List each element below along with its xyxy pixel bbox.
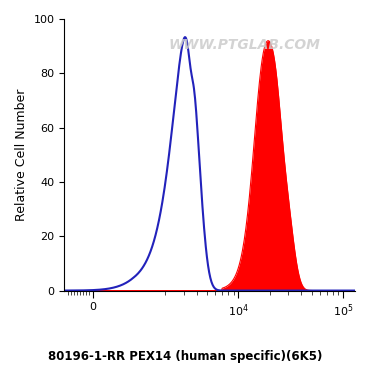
Y-axis label: Relative Cell Number: Relative Cell Number — [15, 88, 28, 221]
Text: WWW.PTGLAB.COM: WWW.PTGLAB.COM — [169, 38, 320, 52]
Text: 80196-1-RR PEX14 (human specific)(6K5): 80196-1-RR PEX14 (human specific)(6K5) — [48, 350, 322, 363]
